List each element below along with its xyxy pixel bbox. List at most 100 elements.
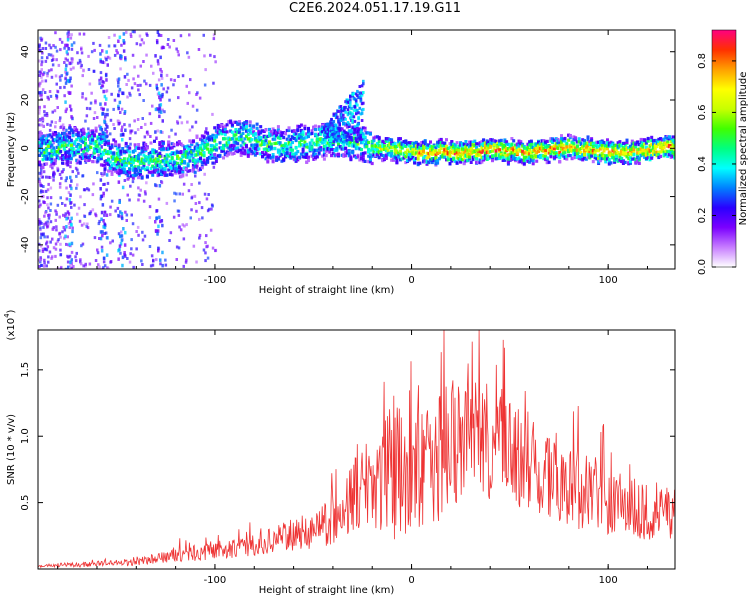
heatmap-cell — [216, 154, 220, 158]
heatmap-cell — [282, 157, 286, 162]
heatmap-cell — [468, 148, 471, 153]
heatmap-cell — [590, 154, 594, 158]
heatmap-cell — [460, 152, 464, 156]
heatmap-cell — [161, 92, 164, 97]
heatmap-cell — [50, 120, 54, 124]
heatmap-cell — [92, 155, 96, 160]
heatmap-cell — [269, 133, 273, 137]
heatmap-cell — [102, 225, 105, 229]
heatmap-cell — [282, 131, 286, 135]
heatmap-cell — [613, 144, 617, 148]
heatmap-cell — [337, 110, 340, 113]
heatmap-cell — [414, 156, 418, 160]
heatmap-cell — [542, 146, 546, 150]
heatmap-cell — [154, 107, 158, 112]
heatmap-cell — [360, 111, 364, 115]
heatmap-cell — [445, 138, 448, 142]
heatmap-cell — [195, 164, 199, 168]
heatmap-cell — [38, 249, 41, 253]
heatmap-cell — [46, 203, 49, 207]
heatmap-cell — [487, 156, 491, 160]
heatmap-cell — [522, 162, 526, 166]
heatmap-cell — [611, 143, 615, 147]
heatmap-cell — [70, 47, 74, 51]
heatmap-cell — [411, 155, 415, 160]
heatmap-cell — [383, 144, 386, 148]
heatmap-cell — [544, 145, 548, 149]
heatmap-cell — [583, 143, 586, 147]
heatmap-cell — [652, 150, 655, 154]
heatmap-cell — [338, 135, 342, 139]
heatmap-cell — [586, 153, 590, 157]
heatmap-cell — [241, 151, 245, 155]
heatmap-cell — [478, 143, 482, 148]
heatmap-cell — [122, 149, 126, 153]
heatmap-cell — [593, 149, 597, 153]
heatmap-cell — [91, 129, 95, 133]
heatmap-cell — [66, 58, 69, 62]
heatmap-cell — [629, 150, 632, 154]
heatmap-cell — [163, 169, 167, 173]
heatmap-cell — [69, 91, 72, 95]
heatmap-cell — [110, 155, 114, 159]
heatmap-cell — [342, 154, 346, 158]
heatmap-cell — [112, 151, 116, 155]
heatmap-cell — [616, 159, 620, 163]
heatmap-cell — [491, 149, 494, 153]
heatmap-cell — [190, 183, 193, 186]
heatmap-cell — [397, 139, 401, 143]
heatmap-cell — [70, 250, 74, 254]
heatmap-cell — [494, 157, 498, 161]
heatmap-cell — [170, 156, 174, 160]
heatmap-cell — [365, 140, 369, 144]
heatmap-cell — [107, 169, 110, 173]
heatmap-cell — [222, 128, 225, 132]
heatmap-cell — [120, 107, 124, 111]
heatmap-cell — [68, 124, 72, 128]
heatmap-cell — [574, 152, 578, 156]
heatmap-cell — [185, 173, 188, 177]
heatmap-cell — [100, 249, 104, 253]
heatmap-cell — [234, 147, 238, 151]
heatmap-cell — [137, 157, 141, 161]
heatmap-cell — [126, 72, 129, 76]
heatmap-cell — [662, 152, 666, 157]
heatmap-cell — [583, 156, 586, 160]
heatmap-cell — [64, 70, 67, 74]
heatmap-cell — [64, 43, 67, 48]
heatmap-cell — [159, 130, 163, 134]
heatmap-cell — [143, 190, 147, 194]
heatmap-cell — [312, 141, 316, 145]
heatmap-cell — [280, 144, 284, 148]
heatmap-cell — [64, 136, 68, 140]
heatmap-cell — [66, 163, 70, 167]
heatmap-cell — [439, 141, 443, 145]
heatmap-cell — [165, 73, 169, 77]
heatmap-cell — [198, 236, 201, 240]
heatmap-cell — [544, 140, 548, 144]
heatmap-cell — [667, 135, 671, 139]
heatmap-cell — [280, 132, 284, 136]
heatmap-cell — [544, 157, 548, 162]
heatmap-cell — [125, 213, 129, 217]
heatmap-cell — [363, 145, 367, 149]
heatmap-cell — [322, 157, 326, 161]
heatmap-cell — [414, 140, 418, 145]
heatmap-cell — [117, 122, 120, 126]
heatmap-cell — [322, 148, 326, 152]
heatmap-cell — [303, 144, 307, 148]
heatmap-cell — [163, 162, 167, 167]
heatmap-cell — [259, 129, 263, 133]
heatmap-cell — [301, 130, 305, 134]
heatmap-cell — [99, 102, 102, 106]
heatmap-cell — [345, 138, 349, 142]
heatmap-cell — [158, 155, 162, 159]
heatmap-cell — [170, 167, 174, 171]
heatmap-cell — [344, 132, 348, 136]
heatmap-cell — [121, 255, 125, 260]
heatmap-cell — [643, 152, 647, 156]
heatmap-cell — [213, 161, 217, 165]
heatmap-cell — [241, 122, 245, 126]
heatmap-cell — [62, 126, 66, 130]
heatmap-cell — [133, 167, 137, 171]
